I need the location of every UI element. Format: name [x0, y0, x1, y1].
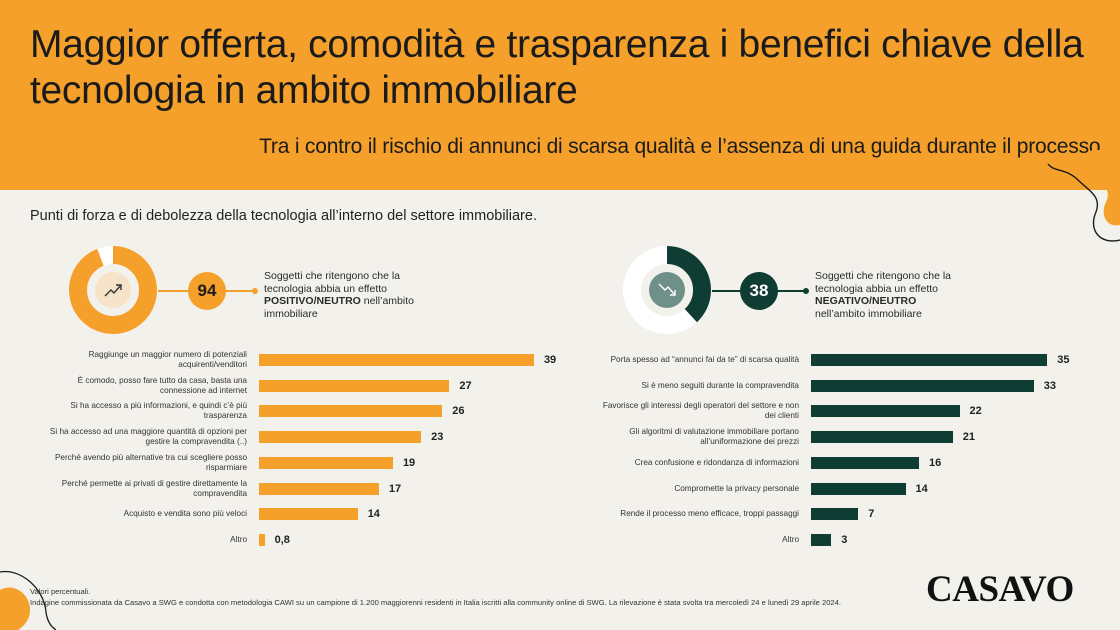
negative-bar-value: 16	[929, 456, 942, 469]
footnote: Valori percentuali. Indagine commissiona…	[30, 586, 841, 608]
negative-stat-text: Soggetti che ritengono che la tecnologia…	[815, 270, 952, 295]
positive-bar-value: 19	[402, 456, 416, 469]
negative-bar	[811, 508, 859, 521]
positive-stat-text: Soggetti che ritengono che la tecnologia…	[264, 270, 401, 295]
positive-bar-value: 39	[543, 354, 557, 366]
negative-bar-value: 35	[1057, 354, 1070, 366]
positive-bar-value: 26	[452, 405, 465, 418]
positive-stat-description: Soggetti che ritengono che la tecnologia…	[264, 270, 414, 320]
negative-stat-text-end: nell’ambito immobiliare	[815, 307, 922, 320]
positive-bar	[259, 379, 450, 392]
positive-bar-value: 0,8	[274, 533, 290, 546]
negative-bar-label: Favorisce gli interessi degli operatori …	[602, 401, 799, 421]
positive-donut-chart	[69, 246, 157, 334]
negative-donut-arc	[623, 246, 711, 334]
negative-bar-label: Compromette la privacy personale	[674, 483, 799, 493]
positive-bar	[259, 405, 443, 418]
positive-donut-arc	[69, 246, 157, 334]
positive-bar-value: 27	[459, 379, 472, 392]
negative-bar	[811, 456, 919, 469]
negative-bar	[811, 482, 906, 495]
positive-bar-value: 14	[367, 508, 380, 521]
positive-bar-label: Raggiunge un maggior numero di potenzial…	[88, 350, 247, 369]
negative-bar-label: Si è meno seguiti durante la compravendi…	[641, 380, 799, 390]
negative-connector-dot	[803, 288, 809, 294]
positive-bar-label: Si ha accesso a più informazioni, e quin…	[70, 401, 247, 421]
negative-bar-value: 7	[868, 508, 875, 521]
page-subtitle: Tra i contro il rischio di annunci di sc…	[259, 135, 1106, 158]
negative-bar	[811, 533, 832, 546]
footnote-line-2: Indagine commissionata da Casavo a SWG e…	[30, 598, 841, 607]
negative-bar-value: 22	[969, 405, 982, 418]
footnote-line-1: Valori percentuali.	[30, 587, 91, 596]
positive-bar	[259, 508, 358, 521]
negative-stat-emphasis: NEGATIVO/NEUTRO	[815, 295, 917, 307]
negative-stat-description: Soggetti che ritengono che la tecnologia…	[815, 270, 965, 320]
negative-donut-chart	[623, 246, 711, 334]
negative-bar-label: Crea confusione e ridondanza di informaz…	[634, 457, 799, 467]
positive-bar	[259, 533, 265, 546]
negative-bar-label: Gli algoritmi di valutazione immobiliare…	[629, 427, 799, 447]
section-title: Punti di forza e di debolezza della tecn…	[30, 208, 537, 224]
positive-stat-badge: 94	[188, 272, 226, 310]
negative-bar-label: Rende il processo meno efficace, troppi …	[620, 509, 799, 519]
positive-bar	[259, 431, 422, 444]
positive-bar-value: 17	[388, 482, 402, 495]
negative-bar	[811, 354, 1048, 366]
trend-up-icon	[95, 272, 131, 308]
positive-bar-label: È comodo, posso fare tutto da casa, bast…	[77, 375, 247, 395]
negative-bar-label: Porta spesso ad “annunci fai da te” di s…	[610, 355, 799, 364]
positive-connector-dot	[252, 288, 258, 294]
positive-bar	[259, 354, 534, 366]
page-title: Maggior offerta, comodità e trasparenza …	[30, 23, 1084, 112]
positive-bar-label: Acquisto e vendita sono più veloci	[123, 509, 247, 519]
negative-stat-badge: 38	[740, 272, 778, 310]
positive-bar-label: Si ha accesso ad una maggiore quantità d…	[49, 427, 247, 447]
header-band	[0, 0, 1120, 190]
positive-bar	[259, 456, 393, 469]
positive-bar-label: Perché avendo più alternative tra cui sc…	[54, 452, 247, 472]
negative-bar-value: 21	[962, 431, 975, 444]
negative-bar	[811, 379, 1034, 392]
positive-stat-emphasis: POSITIVO/NEUTRO	[264, 295, 361, 307]
negative-bar	[811, 405, 960, 418]
negative-bar	[811, 431, 953, 444]
trend-down-icon	[649, 272, 685, 308]
casavo-logo[interactable]: CASAVO	[926, 569, 1074, 610]
positive-bar-label: Altro	[230, 534, 247, 544]
negative-bar-value: 33	[1043, 379, 1056, 392]
negative-bar-label: Altro	[782, 534, 799, 544]
negative-bar-value: 3	[841, 533, 848, 546]
positive-stat-text-end: nell’ambito immobiliare	[264, 295, 414, 320]
negative-bar-value: 14	[915, 482, 928, 495]
positive-bar-value: 23	[431, 431, 444, 444]
positive-bar	[259, 482, 379, 495]
positive-bar-label: Perché permette ai privati di gestire di…	[61, 478, 247, 498]
